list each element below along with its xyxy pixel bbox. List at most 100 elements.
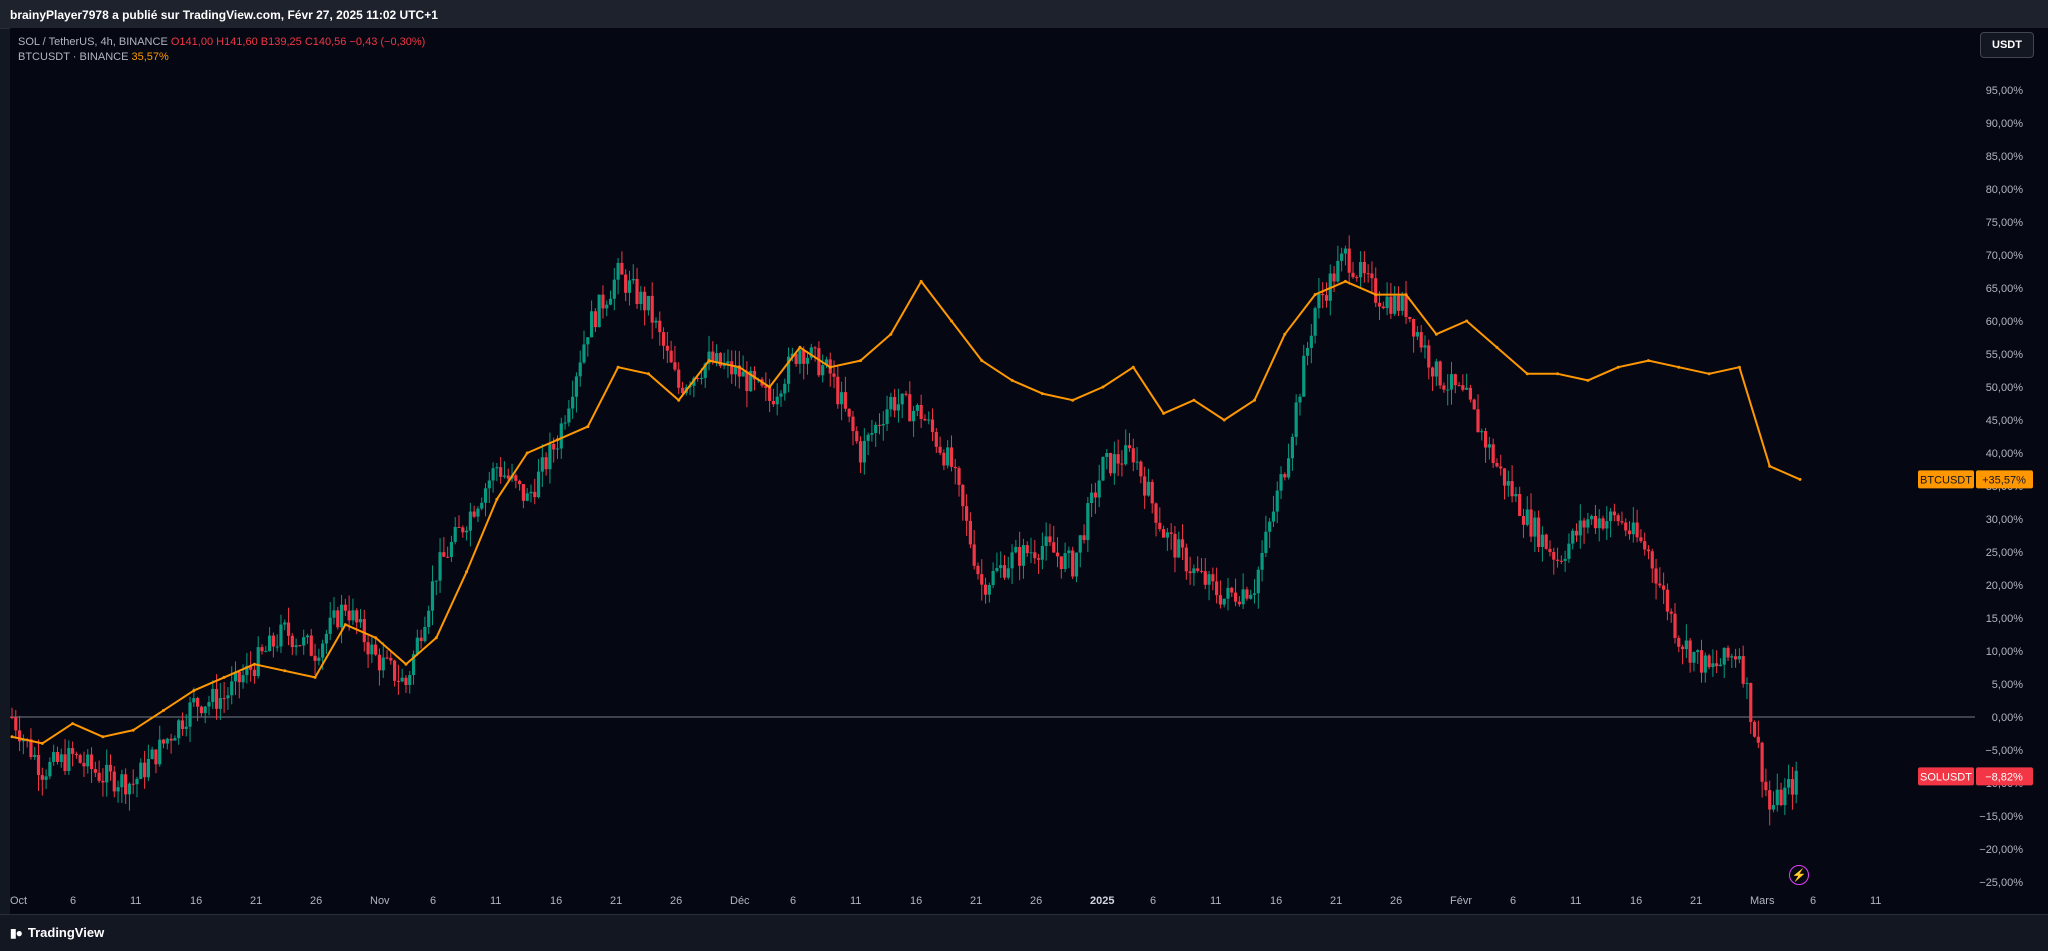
x-tick-label: 6 [1510, 895, 1516, 907]
sol-candle-body [927, 419, 931, 421]
legend-open: O141,00 [170, 36, 214, 48]
legend-main[interactable]: SOL / TetherUS, 4h, BINANCE O141,00 H141… [18, 35, 425, 50]
tradingview-brand[interactable]: ▮● TradingView [10, 925, 104, 940]
sol-candle-body [646, 295, 651, 311]
sol-candle-body [1112, 454, 1116, 474]
sol-candle-body [817, 348, 821, 376]
btc-point [101, 735, 105, 739]
lightning-icon[interactable]: ⚡ [1789, 865, 1809, 885]
sol-candle-body [749, 370, 753, 392]
sol-candle-body [328, 617, 332, 634]
y-tick-label: 50,00% [1986, 382, 2024, 394]
sol-candle-body [139, 762, 143, 779]
sol-candle-body [33, 755, 37, 757]
sol-candle-body [59, 754, 63, 762]
sol-candle-body [999, 565, 1003, 569]
sol-candle-body [1472, 399, 1476, 410]
btc-point [828, 365, 832, 369]
sol-candle-body [1582, 520, 1586, 528]
legend-main-symbol: SOL / TetherUS, 4h, BINANCE [18, 36, 168, 48]
sol-candle-body [862, 440, 866, 463]
sol-candle-body [540, 457, 544, 472]
sol-candle-body [14, 717, 18, 731]
sol-candle-body [711, 351, 715, 363]
sol-candle-body [400, 677, 404, 682]
sol-candle-body [1665, 589, 1670, 612]
sol-candle-body [226, 695, 230, 699]
sol-candle-body [1275, 490, 1279, 512]
sol-candle-body [1514, 494, 1518, 497]
sol-candle-body [161, 739, 166, 744]
sol-candle-body [1313, 308, 1317, 336]
sol-candle-body [794, 353, 798, 364]
x-tick-label: 26 [1390, 895, 1402, 907]
sol-candle-body [737, 365, 741, 377]
sol-candle-body [1430, 367, 1435, 377]
btc-point [1071, 398, 1075, 402]
sol-candle-body [563, 422, 567, 424]
sol-candle-body [589, 311, 594, 338]
sol-candle-body [165, 738, 169, 744]
sol-candle-body [298, 645, 302, 647]
sol-candle-body [146, 758, 150, 778]
y-tick-label: 15,00% [1986, 613, 2024, 625]
sol-candle-body [1605, 521, 1609, 529]
sol-candle-body [870, 433, 874, 435]
sol-candle-body [222, 698, 226, 700]
sol-candle-body [1218, 595, 1223, 605]
sol-candle-body [158, 739, 162, 765]
btc-point [1737, 365, 1741, 369]
y-tick-label: 60,00% [1986, 316, 2024, 328]
sol-candle-body [798, 350, 802, 364]
sol-candle-body [696, 378, 700, 380]
sol-candle-body [1180, 539, 1185, 548]
sol-candle-body [1290, 436, 1294, 459]
sol-candle-body [264, 651, 268, 653]
currency-button[interactable]: USDT [1980, 32, 2034, 58]
sol-candle-body [1018, 546, 1022, 566]
sol-candle-body [1544, 534, 1548, 549]
sol-candle-body [1340, 253, 1344, 261]
sol-candle-body [1616, 515, 1620, 522]
sol-candle-body [1734, 656, 1738, 660]
sol-candle-body [256, 647, 260, 677]
sol-candle-body [1158, 522, 1162, 530]
sol-candle-body [608, 298, 613, 305]
sol-candle-body [1631, 522, 1635, 535]
sol-candle-body [1309, 335, 1313, 348]
sol-candle-body [506, 475, 510, 479]
sol-candle-body [1768, 790, 1772, 810]
sol-candle-body [813, 347, 817, 349]
y-tick-label: 5,00% [1992, 679, 2023, 691]
sol-candle-body [1658, 583, 1662, 586]
sol-candle-body [131, 783, 135, 785]
sol-candle-body [605, 304, 609, 309]
sol-candle-body [279, 624, 283, 647]
sol-candle-body [1654, 568, 1658, 584]
y-tick-label: 55,00% [1986, 349, 2024, 361]
chart-area[interactable] [10, 28, 2048, 914]
sol-candle-body [866, 434, 870, 441]
y-tick-label: −5,00% [1985, 745, 2023, 757]
sol-candle-body [1305, 347, 1310, 356]
sol-candle-body [1548, 548, 1552, 553]
legend-close: C140,56 [304, 36, 347, 48]
sol-candle-body [286, 622, 291, 636]
sol-candle-body [983, 584, 988, 595]
btc-point [1040, 392, 1044, 396]
legend-compare[interactable]: BTCUSDT · BINANCE 35,57% [18, 50, 425, 65]
sol-candle-body [173, 738, 177, 741]
btc-point [283, 669, 287, 673]
sol-candle-body [230, 681, 234, 696]
btc-series-line[interactable] [11, 280, 1801, 745]
y-tick-label: 25,00% [1986, 547, 2024, 559]
sol-candle-body [593, 311, 597, 328]
btc-point [465, 570, 469, 574]
sol-candle-body [1370, 273, 1374, 279]
sol-candle-body [786, 356, 791, 384]
sol-candle-body [1465, 387, 1469, 390]
sol-candle-body [389, 657, 393, 661]
sol-candle-body [957, 468, 961, 485]
sol-candle-body [1222, 598, 1226, 605]
